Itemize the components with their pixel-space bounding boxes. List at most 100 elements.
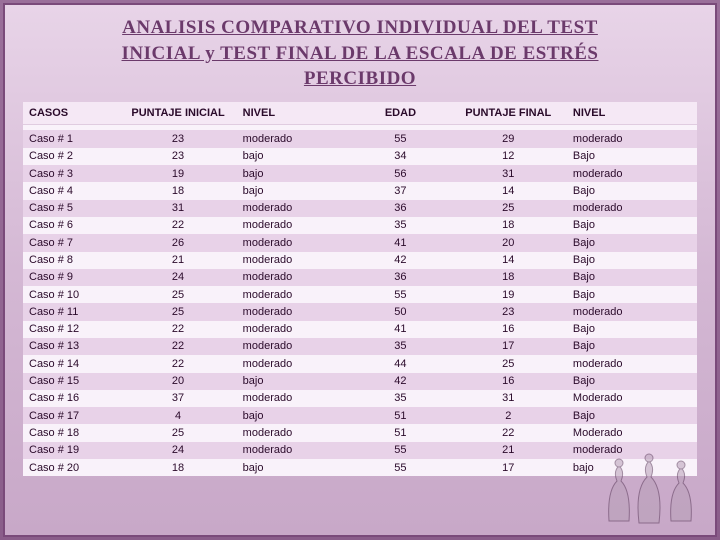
table-cell: Bajo	[569, 182, 697, 199]
table-cell: Caso # 8	[23, 252, 117, 269]
table-cell: 18	[448, 269, 569, 286]
table-cell: Caso # 18	[23, 424, 117, 441]
table-cell: 24	[117, 269, 238, 286]
table-cell: moderado	[239, 130, 354, 147]
table-cell: Moderado	[569, 424, 697, 441]
table-row: Caso # 1520bajo4216Bajo	[23, 373, 697, 390]
table-cell: 31	[117, 200, 238, 217]
title-line-2: INICIAL y TEST FINAL DE LA ESCALA DE EST…	[122, 43, 599, 64]
table-cell: 35	[353, 338, 447, 355]
table-cell: 31	[448, 165, 569, 182]
table-cell: 22	[117, 321, 238, 338]
table-row: Caso # 1322moderado3517Bajo	[23, 338, 697, 355]
table-cell: 2	[448, 407, 569, 424]
data-table: CASOS PUNTAJE INICIAL NIVEL EDAD PUNTAJE…	[23, 102, 697, 476]
table-cell: Caso # 12	[23, 321, 117, 338]
table-row: Caso # 319bajo5631moderado	[23, 165, 697, 182]
table-cell: 36	[353, 200, 447, 217]
table-cell: bajo	[239, 165, 354, 182]
table-cell: 18	[448, 217, 569, 234]
table-cell: 17	[448, 459, 569, 476]
table-cell: Caso # 2	[23, 148, 117, 165]
col-edad: EDAD	[353, 102, 447, 125]
table-cell: 42	[353, 373, 447, 390]
table-body: Caso # 123moderado5529moderadoCaso # 223…	[23, 124, 697, 476]
table-cell: 17	[448, 338, 569, 355]
slide-frame: ANALISIS COMPARATIVO INDIVIDUAL DEL TEST…	[3, 3, 717, 537]
table-cell: 19	[448, 286, 569, 303]
col-casos: CASOS	[23, 102, 117, 125]
table-cell: Bajo	[569, 321, 697, 338]
table-cell: Caso # 17	[23, 407, 117, 424]
table-row: Caso # 2018bajo5517bajo	[23, 459, 697, 476]
table-cell: moderado	[239, 217, 354, 234]
table-row: Caso # 223bajo3412Bajo	[23, 148, 697, 165]
table-cell: moderado	[569, 165, 697, 182]
table-row: Caso # 1825moderado5122Moderado	[23, 424, 697, 441]
table-cell: Caso # 19	[23, 442, 117, 459]
table-cell: 22	[117, 355, 238, 372]
table-cell: 51	[353, 407, 447, 424]
table-cell: 19	[117, 165, 238, 182]
table-cell: 16	[448, 373, 569, 390]
col-puntaje-final: PUNTAJE FINAL	[448, 102, 569, 125]
table-row: Caso # 174bajo512Bajo	[23, 407, 697, 424]
table-cell: Caso # 11	[23, 303, 117, 320]
table-cell: moderado	[569, 355, 697, 372]
table-cell: 25	[117, 424, 238, 441]
table-cell: moderado	[239, 390, 354, 407]
table-cell: Caso # 14	[23, 355, 117, 372]
table-cell: 25	[448, 200, 569, 217]
col-puntaje-inicial: PUNTAJE INICIAL	[117, 102, 238, 125]
table-cell: 37	[353, 182, 447, 199]
table-cell: 31	[448, 390, 569, 407]
table-cell: 29	[448, 130, 569, 147]
table-cell: moderado	[569, 200, 697, 217]
table-cell: Moderado	[569, 390, 697, 407]
table-cell: 25	[117, 286, 238, 303]
table-header-row: CASOS PUNTAJE INICIAL NIVEL EDAD PUNTAJE…	[23, 102, 697, 125]
title-line-1: ANALISIS COMPARATIVO INDIVIDUAL DEL TEST	[122, 17, 598, 38]
table-cell: Caso # 7	[23, 234, 117, 251]
table-cell: bajo	[569, 459, 697, 476]
table-cell: Caso # 4	[23, 182, 117, 199]
table-cell: Caso # 6	[23, 217, 117, 234]
table-cell: 55	[353, 459, 447, 476]
table-cell: 35	[353, 217, 447, 234]
table-cell: 37	[117, 390, 238, 407]
table-cell: 25	[448, 355, 569, 372]
table-row: Caso # 821moderado4214Bajo	[23, 252, 697, 269]
table-cell: 14	[448, 252, 569, 269]
table-cell: 50	[353, 303, 447, 320]
table-cell: 21	[448, 442, 569, 459]
table-cell: bajo	[239, 373, 354, 390]
col-nivel-2: NIVEL	[569, 102, 697, 125]
table-cell: moderado	[239, 234, 354, 251]
table-cell: moderado	[239, 424, 354, 441]
table-cell: 23	[448, 303, 569, 320]
table-cell: moderado	[239, 200, 354, 217]
table-cell: 56	[353, 165, 447, 182]
table-cell: moderado	[239, 338, 354, 355]
table-cell: 51	[353, 424, 447, 441]
table-row: Caso # 1422moderado4425moderado	[23, 355, 697, 372]
table-cell: Caso # 5	[23, 200, 117, 217]
table-cell: Caso # 20	[23, 459, 117, 476]
table-cell: 20	[448, 234, 569, 251]
table-cell: 36	[353, 269, 447, 286]
table-row: Caso # 726moderado4120Bajo	[23, 234, 697, 251]
table-cell: moderado	[239, 321, 354, 338]
table-cell: 23	[117, 130, 238, 147]
table-cell: Bajo	[569, 373, 697, 390]
table-cell: 41	[353, 234, 447, 251]
table-cell: 55	[353, 130, 447, 147]
table-cell: Caso # 1	[23, 130, 117, 147]
table-cell: moderado	[239, 269, 354, 286]
table-cell: moderado	[239, 252, 354, 269]
table-cell: 21	[117, 252, 238, 269]
table-cell: 18	[117, 459, 238, 476]
table-cell: 18	[117, 182, 238, 199]
table-row: Caso # 1924moderado5521moderado	[23, 442, 697, 459]
table-cell: moderado	[569, 303, 697, 320]
table-row: Caso # 1222moderado4116Bajo	[23, 321, 697, 338]
